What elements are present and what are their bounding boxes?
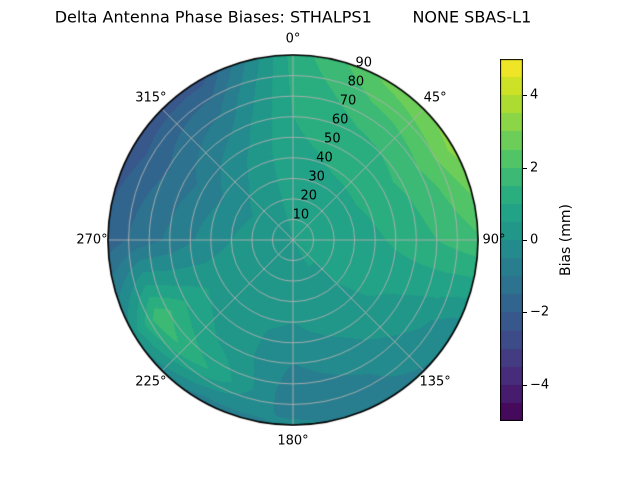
colorbar-tick — [523, 385, 527, 386]
azimuth-tick-label: 45° — [423, 90, 447, 106]
colorbar-tick-label: −2 — [530, 304, 550, 320]
colorbar-gradient — [500, 59, 523, 421]
colorbar-tick — [523, 168, 527, 169]
radial-tick-label: 20 — [300, 188, 317, 204]
radial-tick-label: 70 — [339, 93, 357, 109]
radial-tick-label: 60 — [331, 112, 349, 128]
radial-tick-label: 50 — [324, 131, 341, 147]
colorbar-tick — [523, 95, 527, 96]
radial-tick-label: 10 — [292, 207, 310, 223]
radial-tick-label: 80 — [347, 74, 365, 90]
azimuth-tick-label: 135° — [419, 374, 451, 390]
chart-title: Delta Antenna Phase Biases: STHALPS1 NON… — [54, 7, 532, 27]
radial-tick-label: 90 — [355, 55, 373, 71]
azimuth-tick-label: 315° — [135, 90, 167, 106]
radial-tick-label: 40 — [316, 150, 333, 166]
azimuth-tick-label: 225° — [135, 374, 167, 390]
colorbar-tick-label: 4 — [530, 87, 539, 103]
radial-tick-label: 30 — [308, 169, 325, 185]
azimuth-tick-label: 270° — [76, 232, 108, 248]
azimuth-tick-label: 0° — [285, 31, 301, 47]
colorbar-tick — [523, 312, 527, 313]
colorbar-tick-label: 0 — [530, 232, 539, 248]
colorbar-tick — [523, 240, 527, 241]
azimuth-tick-label: 90° — [482, 232, 506, 248]
colorbar-tick-label: 2 — [530, 160, 539, 176]
azimuth-tick-label: 180° — [277, 433, 309, 449]
polar-contour-plot — [107, 54, 479, 426]
colorbar-axis-label: Bias (mm) — [558, 203, 574, 277]
colorbar-tick-label: −4 — [530, 377, 550, 393]
